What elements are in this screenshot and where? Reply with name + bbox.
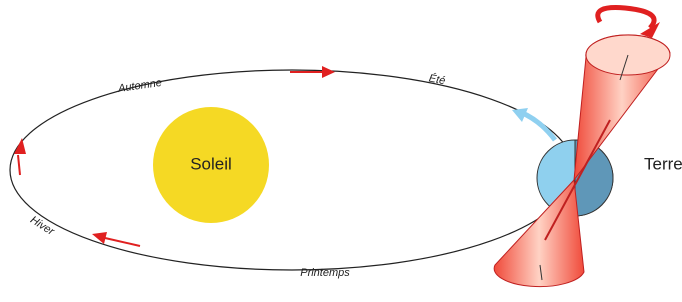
season-label: Été bbox=[428, 72, 447, 88]
precession-arrow bbox=[598, 8, 654, 28]
season-label: Hiver bbox=[28, 214, 57, 238]
season-label: Printemps bbox=[300, 267, 350, 279]
orbit bbox=[10, 70, 574, 270]
motion-arrow bbox=[520, 112, 555, 140]
sun-label: Soleil bbox=[190, 154, 232, 173]
season-label: Automne bbox=[116, 77, 162, 95]
lower-cone bbox=[494, 180, 584, 287]
earth-label: Terre bbox=[644, 154, 682, 173]
diagram: Soleil Terre Automne Été Hiver Printemps bbox=[0, 0, 682, 302]
